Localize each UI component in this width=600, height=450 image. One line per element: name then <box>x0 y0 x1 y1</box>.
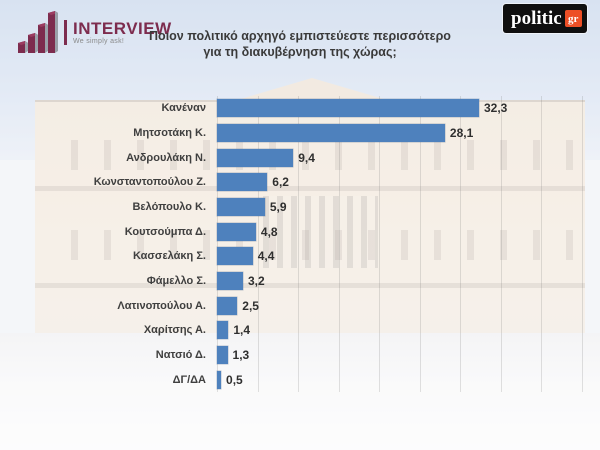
value-label: 0,5 <box>226 372 243 387</box>
value-label: 9,4 <box>298 150 315 165</box>
gridline <box>500 96 502 392</box>
gridline <box>582 96 583 392</box>
interview-logo: INTERVIEW We simply ask! <box>14 7 172 57</box>
bar-row: Κουτσούμπα Δ. 4,8 <box>0 219 600 244</box>
chart-title: Ποιον πολιτικό αρχηγό εμπιστεύεστε περισ… <box>60 28 540 60</box>
bar-row: ΔΓ/ΔΑ 0,5 <box>0 367 600 392</box>
bar-row: Νατσιό Δ. 1,3 <box>0 343 600 368</box>
bar-track: 4,8 <box>217 222 582 241</box>
bar <box>217 272 243 291</box>
bar-track: 0,5 <box>217 370 582 389</box>
bar <box>217 173 268 192</box>
category-label: Λατινοπούλου Α. <box>117 299 206 312</box>
building-windows-upper <box>45 140 575 170</box>
bar <box>217 198 265 217</box>
interview-logo-text: INTERVIEW We simply ask! <box>64 18 172 45</box>
gridline <box>419 96 421 392</box>
parliament-pediment <box>237 78 387 100</box>
value-label: 4,8 <box>260 224 278 239</box>
category-label: Βελόπουλο Κ. <box>132 201 206 214</box>
value-label: 3,2 <box>247 274 265 289</box>
category-label: Φάμελλο Σ. <box>146 275 206 288</box>
value-label: 1,3 <box>232 348 250 363</box>
gridlines <box>217 96 583 392</box>
category-label: Κουτσούμπα Δ. <box>124 225 206 238</box>
bar <box>217 296 238 315</box>
building-cornice <box>35 186 585 191</box>
gridline <box>217 96 218 392</box>
bar <box>217 346 228 365</box>
bars-container: Κανέναν 32,3 Μητσοτάκη Κ. 28,1 Ανδρουλάκ… <box>0 96 600 392</box>
gridline <box>460 96 462 392</box>
value-label: 4,4 <box>257 249 275 264</box>
politic-logo-gr-badge: gr <box>564 10 582 27</box>
interview-logo-name: INTERVIEW <box>73 18 172 38</box>
bar-row: Μητσοτάκη Κ. 28,1 <box>0 121 600 146</box>
bar-track: 1,4 <box>217 321 582 340</box>
value-label: 6,2 <box>272 175 289 190</box>
category-label: Χαρίτσης Α. <box>143 324 206 337</box>
bar-track: 4,4 <box>217 247 582 266</box>
bar-row: Φάμελλο Σ. 3,2 <box>0 269 600 294</box>
politic-logo: politic gr <box>503 4 587 33</box>
category-label: Κανέναν <box>161 102 206 115</box>
bar-track: 28,1 <box>217 124 582 142</box>
plaza-ground <box>0 333 600 450</box>
category-label: ΔΓ/ΔΑ <box>172 373 206 386</box>
category-label: Ανδρουλάκη Ν. <box>126 151 206 164</box>
bar-row: Ανδρουλάκη Ν. 9,4 <box>0 145 600 170</box>
bar-track: 2,5 <box>217 296 582 315</box>
bar <box>217 124 445 142</box>
bar-track: 5,9 <box>217 198 582 217</box>
politic-logo-text: politic <box>511 8 562 29</box>
value-label: 32,3 <box>483 101 508 116</box>
value-label: 5,9 <box>269 200 287 215</box>
bar-row: Κανέναν 32,3 <box>0 96 600 121</box>
category-label: Μητσοτάκη Κ. <box>133 127 206 139</box>
bar-track: 3,2 <box>217 272 582 291</box>
bar-track: 6,2 <box>217 173 582 192</box>
bar <box>217 370 222 389</box>
building-cornice <box>35 283 585 288</box>
gridline <box>379 96 381 392</box>
interview-logo-tagline: We simply ask! <box>73 37 125 45</box>
building-windows-lower <box>45 230 575 260</box>
chart-title-line2: για τη διακυβέρνηση της χώρας; <box>203 45 397 59</box>
bar-track: 32,3 <box>217 99 582 118</box>
value-label: 1,4 <box>233 323 251 338</box>
bar <box>217 247 253 266</box>
bar-row: Βελόπουλο Κ. 5,9 <box>0 195 600 220</box>
gridline <box>257 96 259 392</box>
bar <box>217 321 229 340</box>
interview-bars-icon <box>18 11 58 53</box>
bar-track: 1,3 <box>217 346 582 365</box>
bar-row: Κασσελάκη Σ. 4,4 <box>0 244 600 269</box>
category-label: Κωνσταντοπούλου Ζ. <box>93 176 206 189</box>
value-label: 28,1 <box>449 126 474 140</box>
bar-track: 9,4 <box>217 148 582 167</box>
bar-row: Λατινοπούλου Α. 2,5 <box>0 293 600 318</box>
bar <box>217 148 294 167</box>
category-label: Κασσελάκη Σ. <box>132 250 206 263</box>
gridline <box>298 96 300 392</box>
bar-row: Χαρίτσης Α. 1,4 <box>0 318 600 343</box>
category-label: Νατσιό Δ. <box>155 349 206 362</box>
bar <box>217 99 479 118</box>
bar-row: Κωνσταντοπούλου Ζ. 6,2 <box>0 170 600 195</box>
gridline <box>541 96 543 392</box>
gridline <box>338 96 340 392</box>
building-columns <box>263 196 378 268</box>
value-label: 2,5 <box>242 298 259 313</box>
chart-title-line1: Ποιον πολιτικό αρχηγό εμπιστεύεστε περισ… <box>149 29 451 43</box>
bar <box>217 222 256 241</box>
